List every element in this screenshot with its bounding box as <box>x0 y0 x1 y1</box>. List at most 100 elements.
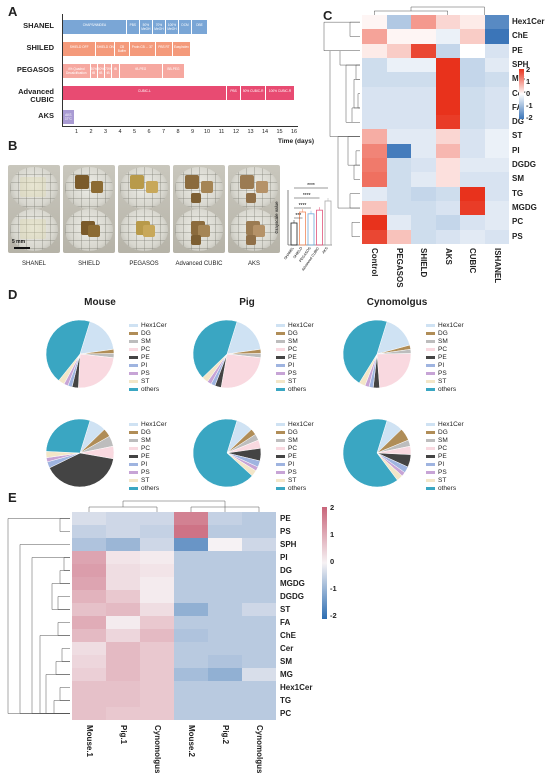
panel-label-c: C <box>323 8 333 23</box>
legend-item: Hex1Cer <box>276 421 314 429</box>
timeline-segment: CUBIC-L <box>63 86 227 100</box>
row-dendrogram <box>323 21 360 237</box>
protocol-timeline: SHANEL CHAPS/NMDEA PBS 50% MeOH 70% MeOH 100%… <box>0 10 320 145</box>
legend-swatch <box>129 454 138 458</box>
heatmap-cell <box>435 172 461 187</box>
heatmap-cell <box>460 57 485 73</box>
legend-swatch <box>276 430 285 434</box>
heatmap-cell <box>242 603 277 617</box>
legend-item: PS <box>276 469 297 477</box>
colorbar-tick-label: 2 <box>526 65 531 74</box>
petri-dish <box>65 167 113 209</box>
heatmap-cell <box>242 629 277 643</box>
legend-swatch <box>426 387 435 391</box>
heatmap-cell <box>411 129 436 144</box>
bar-category-label: SHANEL <box>283 246 295 260</box>
legend-swatch <box>129 462 138 466</box>
heatmap-col-label: CUBIC <box>468 247 478 274</box>
heatmap-cell <box>460 200 485 216</box>
photo-label: PEGASOS <box>129 261 159 267</box>
heatmap-cell <box>435 72 461 87</box>
heatmap-cell <box>242 512 277 526</box>
heatmap-row-label: SM <box>512 174 524 184</box>
legend-label: SM <box>288 338 298 345</box>
legend-item: Hex1Cer <box>276 322 314 330</box>
legend-label: PE <box>141 354 150 361</box>
legend-item: PS <box>426 469 447 477</box>
timeline-tick-label: 13 <box>247 129 254 135</box>
heatmap-cell <box>72 616 107 630</box>
dish-grid <box>65 167 113 209</box>
heatmap-cell <box>208 694 243 708</box>
significance-label: **** <box>299 203 307 209</box>
legend-item: PE <box>129 453 150 461</box>
heatmap-cell <box>140 577 175 591</box>
legend-item: PC <box>276 445 297 453</box>
heatmap-cell <box>386 72 412 87</box>
pie-chart <box>192 319 262 389</box>
heatmap-cell <box>72 681 107 695</box>
legend-swatch <box>129 446 138 450</box>
legend-swatch <box>426 331 435 335</box>
heatmap-cell <box>362 29 387 44</box>
tissue-piece <box>20 177 46 197</box>
heatmap-cell <box>208 525 243 539</box>
legend-swatch <box>129 430 138 434</box>
heatmap-row-label: PI <box>512 145 520 155</box>
heatmap-cell <box>386 100 412 116</box>
heatmap-cell <box>242 525 277 539</box>
heatmap-cell <box>411 43 436 59</box>
timeline-segment: 4% Quadrol Decalcification <box>63 64 91 78</box>
legend-item: PC <box>276 346 297 354</box>
legend-label: PS <box>288 370 297 377</box>
heatmap-row-label: MG <box>512 74 525 84</box>
heatmap-cell <box>106 538 141 552</box>
legend-item: Hex1Cer <box>426 322 464 330</box>
heatmap-row-label: ST <box>512 131 523 141</box>
heatmap-cell <box>460 115 485 130</box>
legend-item: DG <box>426 330 448 338</box>
heatmap-cell <box>174 590 209 604</box>
legend-item: others <box>426 386 456 394</box>
pie-slice <box>49 452 114 488</box>
timeline-segment: PBS <box>226 86 242 100</box>
heatmap-cell <box>362 86 387 102</box>
significance-label: **** <box>307 183 315 189</box>
petri-dish <box>175 209 223 251</box>
legend-label: SM <box>438 338 448 345</box>
legend-swatch <box>426 462 435 466</box>
heatmap-cell <box>106 707 141 721</box>
heatmap-colorbar <box>322 507 327 619</box>
heatmap-cell <box>362 215 387 230</box>
legend-item: PS <box>129 469 150 477</box>
legend-label: ST <box>438 477 447 484</box>
heatmap-cell <box>106 668 141 682</box>
legend-item: others <box>426 485 456 493</box>
legend-item: ST <box>129 378 149 386</box>
heatmap-cell <box>72 538 107 552</box>
heatmap-cell <box>460 215 485 230</box>
legend-swatch <box>426 363 435 367</box>
heatmap-cell <box>174 577 209 591</box>
heatmap-cell <box>106 616 141 630</box>
timeline-segment: 50% CUBIC-R <box>241 86 266 100</box>
pie-slice <box>45 418 91 454</box>
heatmap-cell <box>106 603 141 617</box>
dendrogram-link <box>57 622 70 636</box>
bar-category-label: AKS <box>321 246 329 255</box>
legend-swatch <box>276 422 285 426</box>
legend-swatch <box>426 339 435 343</box>
heatmap-cell <box>208 707 243 721</box>
heatmap-cell <box>411 229 436 245</box>
legend-item: PC <box>426 346 447 354</box>
petri-dish <box>175 167 223 209</box>
bar-y-label: Grayscale value <box>274 201 279 234</box>
timeline-tick-label: 1 <box>74 129 79 135</box>
pie-chart <box>342 418 412 488</box>
heatmap-cell <box>386 186 412 202</box>
timeline-tick-label: 4 <box>118 129 122 135</box>
heatmap-species: PE PS SPH PI DG MGDG DGDG ST FA ChE Cer SM MG Hex1Cer… <box>0 495 550 773</box>
legend-label: ST <box>141 477 150 484</box>
heatmap-cell <box>411 72 436 87</box>
legend-item: SM <box>426 338 448 346</box>
